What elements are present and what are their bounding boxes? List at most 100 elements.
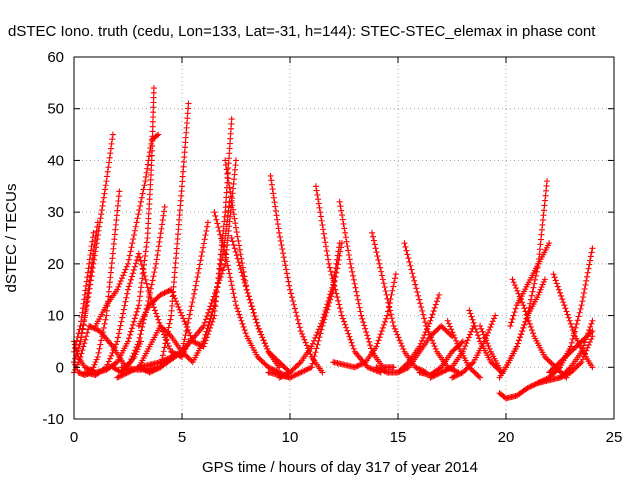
data-point-marker [160, 212, 167, 219]
data-point-marker [539, 281, 546, 288]
data-point-marker [165, 288, 172, 295]
data-point-marker [167, 354, 174, 361]
data-point-marker [227, 274, 234, 281]
data-point-marker [125, 260, 131, 267]
data-point-marker [83, 306, 90, 313]
data-point-marker [235, 259, 242, 266]
data-point-marker [339, 315, 346, 322]
data-point-marker [122, 266, 129, 273]
data-point-marker [486, 345, 493, 352]
data-point-marker [412, 281, 419, 288]
data-point-marker [137, 202, 144, 209]
data-point-marker [132, 347, 139, 354]
data-point-marker [324, 252, 331, 259]
data-point-marker [125, 283, 132, 290]
data-point-marker [515, 290, 522, 297]
data-point-marker [105, 164, 112, 171]
data-point-marker [215, 280, 222, 287]
data-point-marker [316, 204, 323, 211]
data-point-marker [535, 379, 542, 386]
data-point-marker [142, 252, 149, 259]
data-point-marker [144, 165, 151, 172]
data-point-marker [116, 188, 123, 195]
data-point-marker [80, 343, 87, 350]
data-point-marker [370, 237, 377, 244]
data-point-marker [357, 361, 364, 368]
data-point-marker [255, 325, 262, 332]
data-point-marker [521, 321, 528, 328]
data-point-marker [356, 304, 363, 311]
data-point-marker [125, 369, 131, 376]
data-point-marker [119, 275, 125, 282]
data-point-marker [153, 310, 160, 317]
data-point-marker [430, 373, 437, 380]
data-point-marker [102, 182, 109, 189]
data-point-marker [242, 283, 249, 290]
data-point-marker [346, 333, 353, 340]
data-point-marker [295, 370, 302, 377]
data-point-marker [343, 324, 350, 331]
data-point-marker [91, 256, 98, 263]
data-point-marker [146, 293, 153, 300]
data-point-marker [453, 372, 460, 379]
data-point-marker [237, 314, 244, 321]
series-arc10 [135, 100, 192, 376]
data-point-marker [153, 260, 160, 267]
data-point-marker [582, 281, 589, 288]
data-point-marker [378, 272, 385, 279]
data-point-marker [87, 323, 94, 330]
data-point-marker [562, 305, 569, 312]
data-point-marker [363, 329, 370, 336]
data-point-marker [369, 229, 376, 236]
data-point-marker [433, 298, 440, 305]
data-point-marker [161, 289, 168, 296]
data-point-marker [400, 366, 407, 373]
data-point-marker [216, 227, 223, 234]
data-point-marker [336, 305, 343, 312]
data-point-marker [365, 335, 372, 342]
data-point-marker [87, 277, 94, 284]
data-point-marker [416, 343, 423, 350]
data-point-marker [560, 299, 567, 306]
data-point-marker [373, 249, 380, 256]
data-point-marker [184, 353, 191, 360]
data-point-marker [174, 350, 181, 357]
data-point-marker [315, 196, 322, 203]
data-point-marker [158, 358, 165, 365]
data-point-marker [155, 243, 162, 250]
data-point-marker [117, 322, 124, 329]
data-point-marker [150, 304, 157, 311]
data-point-marker [544, 178, 551, 185]
data-point-marker [337, 308, 344, 315]
data-point-marker [328, 293, 335, 300]
data-point-marker [587, 339, 593, 346]
data-point-marker [354, 292, 361, 299]
y-tick-label: 20 [47, 256, 64, 273]
data-point-marker [79, 347, 86, 354]
data-point-marker [158, 225, 165, 232]
data-point-marker [181, 336, 188, 343]
data-point-marker [330, 282, 337, 289]
data-point-marker [185, 355, 192, 362]
data-point-marker [269, 186, 276, 193]
data-point-marker [558, 357, 565, 364]
data-point-marker [165, 343, 172, 350]
data-point-marker [527, 383, 534, 390]
data-point-marker [345, 251, 352, 258]
data-point-marker [267, 172, 274, 179]
data-point-marker [578, 338, 585, 345]
data-point-marker [357, 308, 364, 315]
data-point-marker [187, 307, 194, 314]
data-point-marker [454, 372, 461, 379]
data-point-marker [471, 369, 478, 376]
data-point-marker [200, 322, 207, 329]
data-point-marker [108, 352, 115, 359]
data-point-marker [156, 319, 163, 326]
data-point-marker [395, 369, 401, 376]
data-point-marker [278, 242, 285, 249]
data-point-marker [488, 321, 495, 328]
data-point-marker [152, 297, 158, 304]
data-point-marker [71, 345, 78, 352]
data-point-marker [336, 198, 343, 205]
data-point-marker [525, 384, 532, 391]
